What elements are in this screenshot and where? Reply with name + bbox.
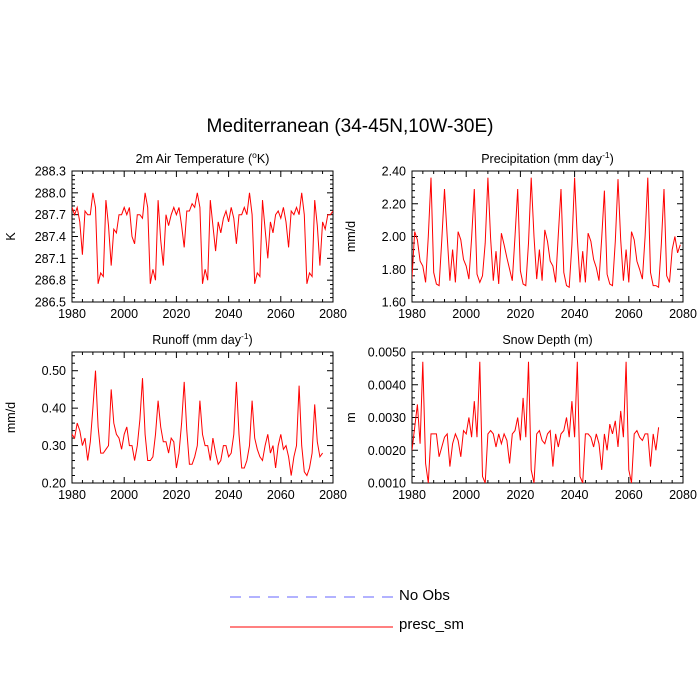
y-tick-label: 0.0020 bbox=[368, 444, 406, 458]
page-title: Mediterranean (34-45N,10W-30E) bbox=[206, 116, 494, 137]
x-tick-label: 2060 bbox=[267, 488, 295, 502]
y-tick-label: 2.00 bbox=[382, 230, 406, 244]
x-tick-label: 1980 bbox=[58, 307, 86, 321]
panel-snow-depth: 1980 2000 2020 2040 2060 2080 0.0010 0.0020 0.00… bbox=[344, 333, 697, 502]
series-line-presc-sm bbox=[412, 361, 660, 483]
x-tick-label: 2040 bbox=[215, 307, 243, 321]
y-axis-label: K bbox=[4, 232, 18, 241]
y-tick-label: 2.40 bbox=[382, 165, 406, 179]
title-text: ) bbox=[610, 152, 614, 166]
x-tick-label: 2040 bbox=[561, 307, 589, 321]
series-line-presc-sm bbox=[412, 177, 681, 289]
x-tick-label: 2000 bbox=[452, 307, 480, 321]
panel-title: Snow Depth (m) bbox=[502, 333, 592, 347]
title-text: K) bbox=[257, 152, 270, 166]
y-tick-label: 288.3 bbox=[35, 165, 66, 179]
y-tick-label: 287.1 bbox=[35, 252, 66, 266]
panels-group: 1980 2000 2020 2040 2060 2080 286.5 286.8 287.1 2… bbox=[4, 150, 697, 502]
x-tick-label: 2020 bbox=[162, 488, 190, 502]
x-tick-label: 2040 bbox=[215, 488, 243, 502]
y-tick-label: 286.5 bbox=[35, 296, 66, 310]
y-tick-label: 1.80 bbox=[382, 263, 406, 277]
title-superscript: o bbox=[252, 150, 257, 160]
x-tick-label: 2080 bbox=[669, 307, 697, 321]
y-tick-label: 1.60 bbox=[382, 296, 406, 310]
y-tick-label: 0.0040 bbox=[368, 378, 406, 392]
series-line-presc-sm bbox=[72, 192, 333, 284]
x-tick-label: 2040 bbox=[561, 488, 589, 502]
x-tick-label: 1980 bbox=[398, 307, 426, 321]
plot-frame bbox=[411, 170, 684, 303]
plot-frame bbox=[71, 351, 334, 484]
x-tick-label: 2000 bbox=[110, 488, 138, 502]
x-tick-label: 1980 bbox=[398, 488, 426, 502]
x-tick-label: 2020 bbox=[506, 307, 534, 321]
title-text: Snow Depth (m) bbox=[502, 333, 592, 347]
title-text: Runoff (mm day bbox=[152, 333, 241, 347]
y-tick-label: 288.0 bbox=[35, 186, 66, 200]
y-tick-label: 0.0010 bbox=[368, 477, 406, 491]
y-tick-label: 287.4 bbox=[35, 230, 66, 244]
y-axis-label: mm/d bbox=[344, 221, 358, 252]
y-tick-label: 0.40 bbox=[42, 402, 66, 416]
panel-title: 2m Air Temperature (oK) bbox=[136, 150, 270, 166]
panel-title: Runoff (mm day-1) bbox=[152, 331, 252, 347]
y-tick-label: 286.8 bbox=[35, 274, 66, 288]
legend-lines bbox=[230, 596, 393, 628]
panel-title: Precipitation (mm day-1) bbox=[481, 150, 614, 166]
x-tick-label: 2000 bbox=[110, 307, 138, 321]
x-tick-label: 2060 bbox=[267, 307, 295, 321]
x-tick-label: 2080 bbox=[319, 307, 347, 321]
title-text: ) bbox=[249, 333, 253, 347]
y-tick-label: 0.30 bbox=[42, 439, 66, 453]
title-superscript: -1 bbox=[241, 331, 249, 341]
y-tick-label: 0.0050 bbox=[368, 346, 406, 360]
series-line-presc-sm bbox=[72, 370, 324, 477]
title-text: Precipitation (mm day bbox=[481, 152, 603, 166]
plot-frame bbox=[411, 351, 684, 484]
x-tick-label: 2060 bbox=[615, 488, 643, 502]
y-axis-label: m bbox=[344, 412, 358, 422]
x-tick-label: 2000 bbox=[452, 488, 480, 502]
y-tick-label: 0.50 bbox=[42, 364, 66, 378]
panel-temperature: 1980 2000 2020 2040 2060 2080 286.5 286.8 287.1 2… bbox=[4, 150, 347, 321]
y-tick-label: 0.20 bbox=[42, 477, 66, 491]
x-tick-label: 2020 bbox=[506, 488, 534, 502]
title-superscript: -1 bbox=[602, 150, 610, 160]
legend-label-presc-sm: presc_sm bbox=[399, 616, 465, 633]
x-tick-label: 2080 bbox=[319, 488, 347, 502]
x-tick-label: 1980 bbox=[58, 488, 86, 502]
y-tick-label: 0.0030 bbox=[368, 411, 406, 425]
title-text: 2m Air Temperature ( bbox=[136, 152, 253, 166]
y-axis-label: mm/d bbox=[4, 402, 18, 433]
y-tick-label: 2.20 bbox=[382, 197, 406, 211]
y-tick-label: 287.7 bbox=[35, 208, 66, 222]
legend-label-no-obs: No Obs bbox=[399, 587, 450, 604]
x-tick-label: 2020 bbox=[162, 307, 190, 321]
x-tick-label: 2080 bbox=[669, 488, 697, 502]
panel-runoff: 1980 2000 2020 2040 2060 2080 0.20 0.30 0.40 0.50… bbox=[4, 331, 347, 502]
panel-precipitation: 1980 2000 2020 2040 2060 2080 1.60 1.80 2.00 2.20… bbox=[344, 150, 697, 321]
x-tick-label: 2060 bbox=[615, 307, 643, 321]
